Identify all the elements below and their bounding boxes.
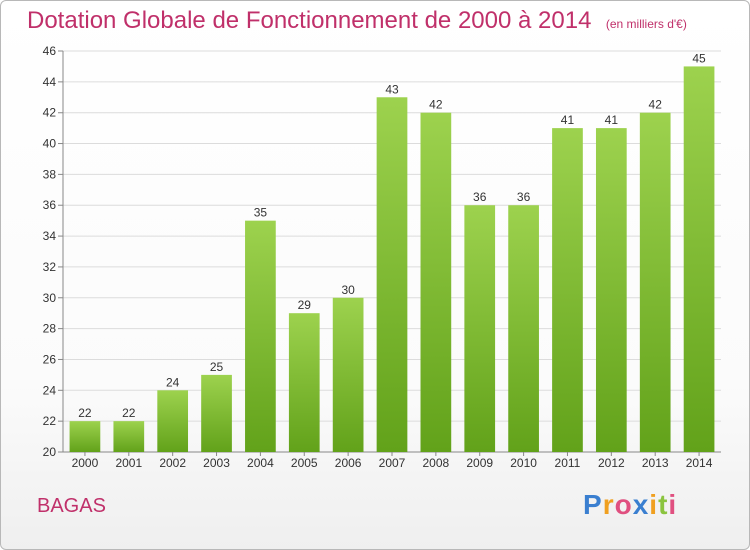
y-tick-label: 42 [43,106,57,120]
y-tick-label: 22 [43,414,57,428]
x-tick-label: 2009 [466,456,493,470]
chart-title: Dotation Globale de Fonctionnement de 20… [27,7,687,35]
x-tick-label: 2006 [335,456,362,470]
bar [464,205,496,452]
bar [552,128,583,452]
x-tick-label: 2002 [159,456,186,470]
y-tick-label: 36 [43,198,57,212]
bar-value-label: 41 [605,113,619,127]
bar [113,421,145,452]
bar [201,374,232,452]
bar [508,205,539,452]
bar [69,421,101,452]
bar-value-label: 29 [298,298,312,312]
y-tick-label: 44 [43,75,57,89]
bar-value-label: 24 [166,375,180,389]
y-tick-label: 28 [43,322,57,336]
bar [288,313,320,452]
bar-value-label: 45 [692,51,706,65]
x-tick-label: 2014 [686,456,713,470]
proxiti-logo: Proxiti [583,489,677,521]
logo-letter: i [649,489,659,520]
bar-value-label: 43 [385,82,399,96]
bar-value-label: 36 [517,190,531,204]
x-tick-label: 2010 [510,456,537,470]
x-tick-label: 2012 [598,456,625,470]
y-tick-label: 32 [43,260,57,274]
bar [245,220,276,452]
y-tick-label: 24 [43,383,57,397]
y-tick-label: 46 [43,44,57,58]
bar-value-label: 35 [254,206,268,220]
logo-letter: t [658,489,669,520]
bar-value-label: 36 [473,190,487,204]
x-tick-label: 2003 [203,456,230,470]
logo-letter: P [583,489,603,520]
title-main: Dotation Globale de Fonctionnement de 20… [27,7,592,34]
bar [332,297,364,452]
bar-value-label: 41 [561,113,575,127]
logo-letter: o [614,489,633,520]
commune-name: BAGAS [37,495,106,517]
y-tick-label: 26 [43,352,57,366]
bar [595,128,627,452]
x-tick-label: 2007 [379,456,406,470]
y-tick-label: 34 [43,229,57,243]
x-tick-label: 2001 [115,456,142,470]
bar-value-label: 22 [78,406,92,420]
x-tick-label: 2004 [247,456,274,470]
bar-value-label: 42 [649,98,663,112]
y-tick-label: 20 [43,445,57,459]
bar [639,112,671,452]
bar [683,66,715,452]
y-tick-label: 38 [43,167,57,181]
x-tick-label: 2000 [72,456,99,470]
logo-letter: x [632,489,650,520]
y-tick-label: 30 [43,291,57,305]
bar-value-label: 25 [210,360,224,374]
x-tick-label: 2011 [555,456,581,470]
title-unit: (en milliers d'€) [605,17,687,31]
x-tick-label: 2013 [642,456,669,470]
bar [157,390,189,452]
logo-letter: i [668,489,678,520]
y-tick-label: 40 [43,137,57,151]
bar-value-label: 30 [341,283,355,297]
x-tick-label: 2008 [423,456,450,470]
bar [420,112,452,452]
bar [376,97,408,453]
bar-value-label: 42 [429,98,443,112]
x-tick-label: 2005 [291,456,318,470]
logo-letter: r [602,489,615,520]
bar-value-label: 22 [122,406,136,420]
